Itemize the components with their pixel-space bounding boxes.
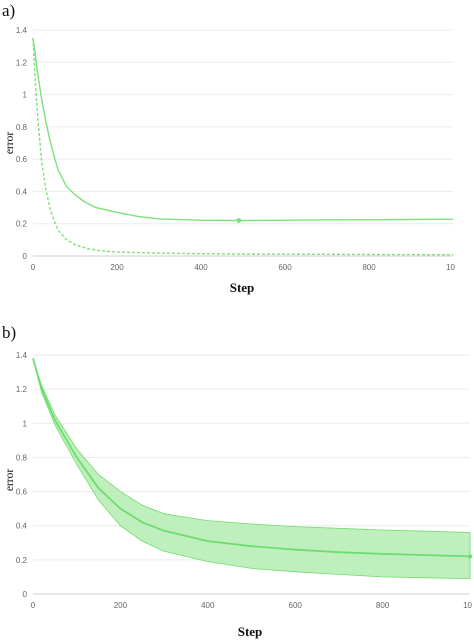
panel-b-y-tick-label: 0	[23, 590, 28, 599]
panel-b-mean-line	[32, 358, 471, 558]
panel-b-x-tick-label: 400	[201, 601, 215, 610]
panel-a-series-line-dashed	[32, 38, 454, 256]
panel-b-x-tick-label: 800	[376, 601, 390, 610]
panel-b-x-ticks: 0 200 400 600 800 10	[31, 601, 473, 610]
panel-a-y-tick-label: 1.2	[16, 58, 28, 67]
panel-a-x-tick-label: 10	[446, 263, 455, 272]
panel-a-gridlines	[33, 29, 453, 257]
panel-a-y-tick-label: 0.8	[16, 123, 28, 132]
panel-a-x-tick-label: 0	[31, 263, 36, 272]
panel-a-x-tick-label: 200	[110, 263, 124, 272]
panel-b-x-tick-label: 0	[31, 601, 36, 610]
panel-b-x-axis-title: Step	[238, 624, 263, 639]
panel-b-y-tick-label: 0.2	[16, 556, 28, 565]
panel-b-y-ticks: 0 0.2 0.4 0.6 0.8 1 1.2 1.4	[16, 351, 28, 599]
panel-a-label: a)	[2, 1, 15, 20]
panel-a-x-tick-label: 400	[194, 263, 208, 272]
panel-a-y-tick-label: 0.6	[16, 155, 28, 164]
panel-b: b) 00.20.40.60.811.21.4 0 200 400 600 800 10 …	[2, 323, 473, 639]
panel-b-end-marker	[467, 554, 473, 559]
panel-b-y-tick-label: 0.4	[16, 522, 28, 531]
panel-a-y-tick-label: 0.2	[16, 220, 28, 229]
panel-b-x-tick-label: 600	[289, 601, 303, 610]
panel-a-y-tick-label: 1	[23, 91, 28, 100]
panel-a-series-marker	[236, 218, 242, 223]
panel-a-series-line-solid	[32, 37, 454, 222]
panel-a-series	[32, 37, 454, 256]
panel-b-y-tick-label: 0.8	[16, 453, 28, 462]
panel-b-x-tick-label: 200	[114, 601, 128, 610]
panel-a-x-axis-title: Step	[230, 280, 255, 295]
panel-b-label: b)	[2, 323, 16, 342]
panel-b-y-tick-label: 1.2	[16, 385, 28, 394]
panel-a-y-ticks: 0 0.2 0.4 0.6 0.8 1 1.2 1.4	[16, 26, 28, 261]
panel-a-y-axis-title: error	[4, 132, 16, 155]
panel-a-x-tick-label: 600	[278, 263, 292, 272]
panel-b-y-tick-label: 1	[23, 419, 28, 428]
panel-b-x-tick-label: 10	[463, 601, 472, 610]
panel-b-y-tick-label: 0.6	[16, 488, 28, 497]
panel-a-x-ticks: 0 200 400 600 800 10	[31, 263, 456, 272]
panel-a-x-tick-label: 800	[362, 263, 376, 272]
panel-b-series	[32, 358, 473, 580]
panel-b-y-tick-label: 1.4	[16, 351, 28, 360]
panel-a-y-tick-label: 0	[23, 252, 28, 261]
panel-a-y-tick-label: 0.4	[16, 187, 28, 196]
panel-a-y-tick-label: 1.4	[16, 26, 28, 35]
panel-a: a) 00.20.40.60.811.21.4 0 200 400 600 800 10 …	[2, 1, 456, 295]
panel-b-y-axis-title: error	[4, 469, 16, 492]
